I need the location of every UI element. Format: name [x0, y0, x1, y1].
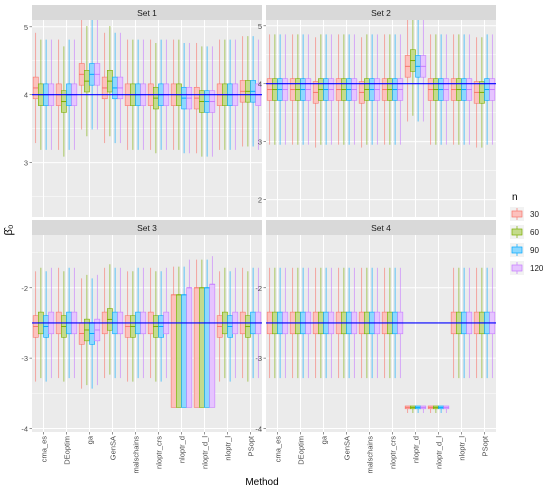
box: [176, 294, 182, 408]
x-axis-label: Method: [245, 477, 278, 488]
y-tick-label: -3: [255, 354, 262, 363]
legend-key-box: [511, 210, 523, 218]
x-tick-label: PSopt: [481, 435, 490, 456]
legend-label: 60: [530, 228, 539, 237]
legend-label: 30: [530, 210, 539, 219]
y-tick-label: 5: [24, 23, 28, 32]
x-tick-label: nloptr_l: [224, 436, 233, 461]
x-tick-label: nloptr_d: [178, 436, 187, 463]
panel-background: [266, 20, 496, 217]
box: [181, 294, 187, 408]
legend: n 30 60 90 120: [510, 192, 544, 275]
x-tick-label: ga: [320, 435, 329, 444]
box: [193, 287, 200, 408]
box: [204, 287, 210, 408]
y-tick-label: 4: [24, 91, 28, 100]
legend-label: 120: [530, 264, 544, 273]
x-tick-label: DEoptim: [297, 436, 306, 465]
x-tick-label: GenSA: [109, 436, 118, 460]
x-tick-label: DEoptim: [63, 436, 72, 465]
y-tick-label: -2: [255, 284, 262, 293]
y-tick-label: 5: [258, 22, 262, 31]
panel-title: Set 2: [371, 8, 391, 18]
x-tick-label: malschains: [132, 436, 141, 474]
panel-background: [32, 20, 262, 217]
box: [199, 287, 205, 408]
legend-key-box: [511, 264, 523, 272]
panel-title: Set 4: [371, 223, 391, 233]
x-tick-label: nloptr_d: [412, 436, 421, 463]
legend-label: 90: [530, 246, 539, 255]
y-tick-label: 3: [24, 159, 28, 168]
x-tick-label: cma_es: [274, 436, 283, 463]
y-axis-label: β̂₀: [3, 225, 15, 236]
y-tick-label: 4: [258, 80, 262, 89]
panels-layer: Set 1 3 4 5 Set 2 2 3 4 5 Set 3 -4 -3 -2 cma_es DEopti…: [21, 5, 496, 474]
panel-strip: [32, 5, 262, 20]
box: [186, 287, 193, 408]
y-tick-label: -2: [21, 284, 28, 293]
panel-strip: [266, 5, 496, 20]
x-tick-label: nloptr_l: [458, 436, 467, 461]
y-tick-label: -4: [21, 424, 28, 433]
x-tick-label: PSopt: [247, 435, 256, 456]
x-tick-label: cma_es: [40, 436, 49, 463]
y-tick-label: -3: [21, 354, 28, 363]
x-tick-label: nloptr_crs: [389, 436, 398, 469]
box: [209, 283, 216, 408]
panel-strip: [32, 220, 262, 235]
x-tick-label: GenSA: [343, 436, 352, 460]
panel-strip: [266, 220, 496, 235]
panel-title: Set 1: [137, 8, 157, 18]
legend-key-box: [511, 228, 523, 236]
y-tick-label: 3: [258, 138, 262, 147]
panel-title: Set 3: [137, 223, 157, 233]
y-tick-label: -4: [255, 424, 262, 433]
x-tick-label: nloptr_crs: [155, 436, 164, 469]
x-tick-label: ga: [86, 435, 95, 444]
x-tick-label: nloptr_d_l: [435, 436, 444, 469]
x-tick-label: malschains: [366, 436, 375, 474]
y-tick-label: 2: [258, 196, 262, 205]
legend-title: n: [512, 192, 518, 203]
x-tick-label: nloptr_d_l: [201, 436, 210, 469]
box: [170, 294, 177, 408]
legend-key-box: [511, 246, 523, 254]
